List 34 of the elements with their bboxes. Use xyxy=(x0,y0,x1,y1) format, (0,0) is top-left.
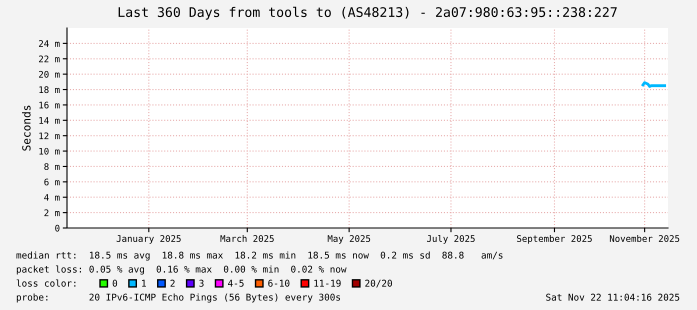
y-tick-label: 24 m xyxy=(38,40,60,47)
legend-label: 4-5 xyxy=(228,280,244,287)
legend-label: 20/20 xyxy=(365,280,392,288)
y-tick-label: 12 m xyxy=(39,132,60,140)
text: median rtt: 18.5 ms avg 18.8 ms max 18.2 ms min 18.5 ms now 0.2 ms sd 88.8 am/s xyxy=(16,251,502,261)
legend-label: 2 xyxy=(170,280,175,287)
x-tick-label: September 2025 xyxy=(517,234,592,244)
y-tick-label: 20 m xyxy=(38,70,60,78)
text: Sat Nov 22 11:04:16 2025 xyxy=(546,294,680,301)
y-tick-label: 18 m xyxy=(39,86,60,94)
y-tick-label: 2 m xyxy=(44,209,60,216)
y-tick-label: 22 m xyxy=(38,56,60,62)
text: packet loss: 0.05 % avg 0.16 % max 0.00 % min 0.02 % now xyxy=(16,265,347,275)
x-tick-label: March 2025 xyxy=(220,234,274,242)
x-tick-label: July 2025 xyxy=(426,234,475,244)
y-axis-title: Seconds xyxy=(22,106,31,151)
legend-label: 1 xyxy=(142,280,146,287)
legend-title: loss color: xyxy=(16,279,76,287)
legend-label: 3 xyxy=(199,280,204,287)
legend-label: 0 xyxy=(112,280,118,287)
y-tick-label: 10 m xyxy=(39,148,60,155)
y-tick-label: 8 m xyxy=(44,163,60,170)
legend-label: 6-10 xyxy=(268,280,290,287)
text: probe: 20 IPv6-ICMP Echo Pings (56 Bytes) every 300s xyxy=(16,293,340,303)
y-tick-label: 16 m xyxy=(39,102,60,109)
y-tick-label: 0 xyxy=(55,224,60,232)
x-tick-label: January 2025 xyxy=(116,235,181,244)
x-tick-label: November 2025 xyxy=(610,234,680,242)
legend-label: 11-19 xyxy=(314,280,341,287)
y-tick-label: 14 m xyxy=(39,117,60,124)
y-tick-label: 6 m xyxy=(44,178,60,186)
chart-title: Last 360 Days from tools to (AS48213) - 2a07:980:63:95::238:227 xyxy=(118,6,617,20)
x-tick-label: May 2025 xyxy=(328,235,370,244)
y-tick-label: 4 m xyxy=(44,194,60,201)
